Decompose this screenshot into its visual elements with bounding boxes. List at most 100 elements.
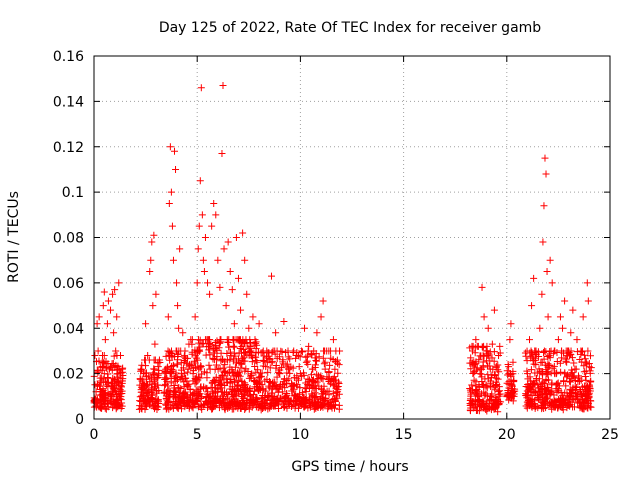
data-point [586, 387, 594, 395]
data-point [311, 394, 319, 402]
data-point [470, 376, 478, 384]
data-point [229, 368, 237, 376]
y-tick-label: 0.08 [53, 231, 84, 247]
data-point [472, 401, 480, 409]
data-point [257, 395, 265, 403]
data-point [230, 392, 238, 400]
data-point [252, 357, 260, 365]
data-point [110, 377, 118, 385]
data-point [218, 372, 226, 380]
data-point [240, 394, 248, 402]
data-point [194, 245, 202, 253]
x-axis-label: GPS time / hours [291, 459, 408, 475]
data-point [229, 368, 237, 376]
data-point [485, 362, 493, 370]
data-point [318, 393, 326, 401]
data-point [190, 390, 198, 398]
data-point [303, 352, 311, 360]
data-point [104, 390, 112, 398]
data-point [581, 358, 589, 366]
data-point [211, 377, 219, 385]
data-point [141, 356, 149, 364]
data-point [160, 388, 168, 396]
data-point [257, 406, 265, 414]
data-point [556, 359, 564, 367]
data-point [236, 372, 244, 380]
data-point [550, 396, 558, 404]
data-point [186, 386, 194, 394]
data-point [177, 375, 185, 383]
data-point [96, 374, 104, 382]
y-tick-label: 0.04 [53, 321, 84, 337]
data-point [193, 354, 201, 362]
data-point [510, 392, 518, 400]
data-point [258, 369, 266, 377]
data-point [230, 320, 238, 328]
data-point [185, 340, 193, 348]
data-point [266, 379, 274, 387]
data-point [296, 353, 304, 361]
data-point [101, 336, 109, 344]
data-point [576, 404, 584, 412]
data-point [259, 348, 267, 356]
data-point [227, 376, 235, 384]
data-point [137, 398, 145, 406]
data-point [286, 397, 294, 405]
data-point [115, 279, 123, 287]
data-point [477, 390, 485, 398]
data-point [297, 400, 305, 408]
data-point [569, 306, 577, 314]
data-point [162, 365, 170, 373]
data-point [142, 362, 150, 370]
data-point [208, 388, 216, 396]
data-point [505, 370, 513, 378]
data-point [228, 405, 236, 413]
data-point [179, 364, 187, 372]
data-point [285, 401, 293, 409]
data-point [287, 396, 295, 404]
data-point [541, 398, 549, 406]
data-point [539, 378, 547, 386]
data-point [335, 379, 343, 387]
data-point [152, 290, 160, 298]
data-point [117, 383, 125, 391]
data-point [113, 391, 121, 399]
data-point [570, 373, 578, 381]
data-point [552, 370, 560, 378]
data-point [230, 350, 238, 358]
data-point [558, 354, 566, 362]
data-point [538, 290, 546, 298]
data-point [496, 390, 504, 398]
data-point [165, 352, 173, 360]
data-point [234, 274, 242, 282]
data-point [161, 374, 169, 382]
data-point [326, 361, 334, 369]
data-point [277, 347, 285, 355]
data-point [503, 379, 511, 387]
data-point [506, 336, 514, 344]
data-point [532, 356, 540, 364]
data-point [566, 402, 574, 410]
data-point [278, 348, 286, 356]
data-point [100, 370, 108, 378]
data-point [110, 352, 118, 360]
data-point [238, 360, 246, 368]
data-point [196, 385, 204, 393]
data-point [583, 279, 591, 287]
data-point [104, 297, 112, 305]
data-point [181, 358, 189, 366]
y-tick-label: 0.02 [53, 367, 84, 383]
data-point [545, 361, 553, 369]
data-point [565, 347, 573, 355]
data-point [153, 374, 161, 382]
data-point [165, 398, 173, 406]
data-point [272, 329, 280, 337]
data-point [545, 400, 553, 408]
data-point [198, 405, 206, 413]
data-point [250, 387, 258, 395]
data-point [217, 357, 225, 365]
data-point [217, 349, 225, 357]
data-point [313, 393, 321, 401]
data-point [304, 375, 312, 383]
